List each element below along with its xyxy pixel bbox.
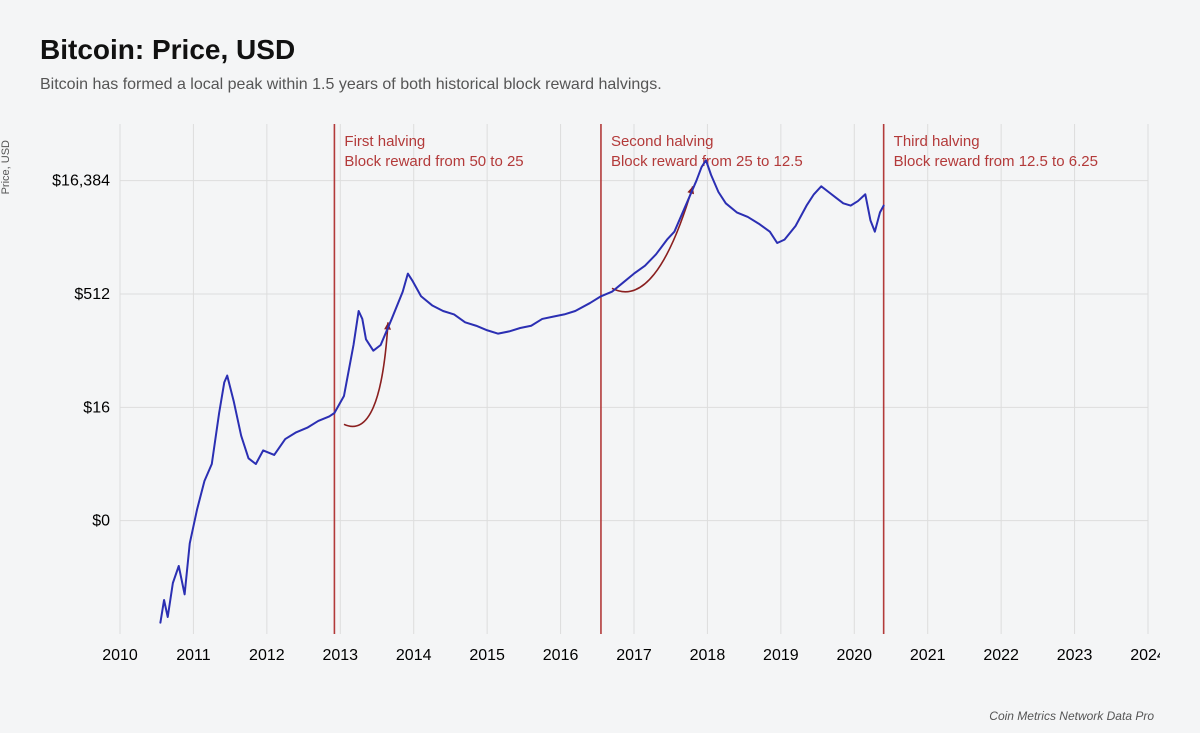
y-tick-label: $16,384 [52,173,110,190]
x-tick-label: 2012 [249,647,285,664]
x-tick-label: 2024 [1130,647,1160,664]
x-tick-label: 2011 [176,647,211,664]
x-tick-label: 2021 [910,647,946,664]
y-tick-label: $512 [74,286,110,303]
chart-container: 2010 2011 2012 2013 2014 2015 2016 2017 2018 2019… [40,118,1160,678]
arrow-curve [612,186,693,291]
chart-page: Bitcoin: Price, USD Bitcoin has formed a… [0,0,1200,733]
x-tick-label: 2013 [322,647,358,664]
page-title: Bitcoin: Price, USD [40,34,1160,66]
halving-desc: Block reward from 12.5 to 6.25 [894,153,1098,170]
page-subtitle: Bitcoin has formed a local peak within 1… [40,76,1160,94]
y-tick-label: $0 [92,513,110,530]
halving-title: First halving [344,133,425,150]
y-axis-label: Price, USD [0,140,12,194]
x-tick-label: 2023 [1057,647,1093,664]
x-tick-label: 2010 [102,647,138,664]
x-tick-label: 2022 [983,647,1019,664]
x-tick-label: 2014 [396,647,432,664]
attribution-text: Coin Metrics Network Data Pro [989,709,1154,723]
x-tick-label: 2019 [763,647,799,664]
x-tick-label: 2020 [836,647,872,664]
halving-title: Third halving [894,133,980,150]
halving-title: Second halving [611,133,714,150]
x-tick-label: 2018 [690,647,726,664]
halving-desc: Block reward from 50 to 25 [344,153,523,170]
y-tick-label: $16 [83,399,110,416]
price-chart: 2010 2011 2012 2013 2014 2015 2016 2017 2018 2019… [40,118,1160,678]
price-series-line [160,160,883,622]
x-tick-label: 2016 [543,647,579,664]
x-tick-label: 2015 [469,647,505,664]
x-tick-label: 2017 [616,647,652,664]
